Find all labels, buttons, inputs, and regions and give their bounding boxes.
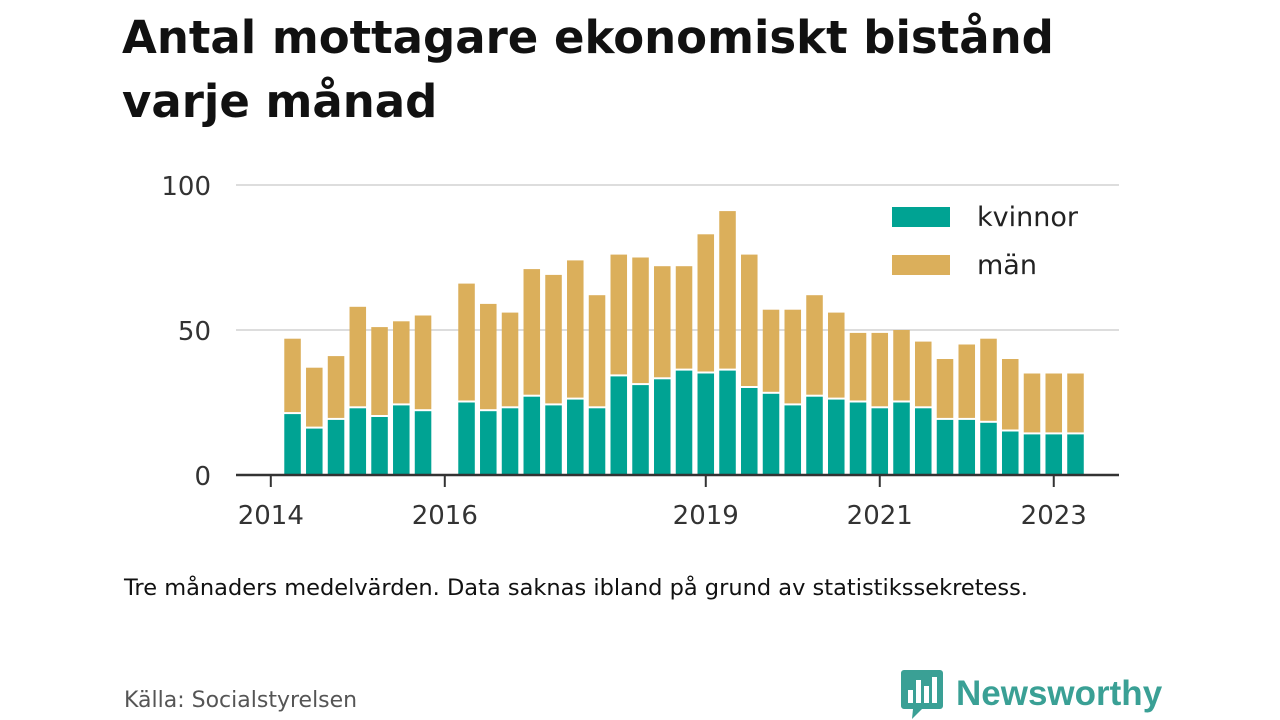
newsworthy-logo-icon (901, 670, 943, 719)
bar-kvinnor (306, 428, 323, 475)
bar-man (675, 266, 693, 369)
bar-kvinnor (501, 408, 519, 475)
bar-man (371, 327, 388, 415)
y-tick-label: 100 (161, 172, 211, 202)
bar-kvinnor (480, 411, 497, 475)
bar-man (719, 211, 736, 369)
bar-man (306, 367, 323, 427)
bar-kvinnor (675, 370, 693, 475)
x-tick-label: 2016 (412, 501, 478, 531)
bar-man (980, 338, 997, 421)
bar-kvinnor (1067, 434, 1084, 475)
bar-kvinnor (1001, 431, 1019, 475)
bar-man (349, 306, 367, 407)
y-tick-label: 0 (194, 462, 211, 492)
bar-man (523, 269, 541, 395)
bar-kvinnor (1045, 434, 1063, 475)
bar-kvinnor (327, 419, 345, 475)
x-tick-label: 2019 (673, 501, 739, 531)
bar-kvinnor (980, 422, 997, 475)
bar-man (697, 234, 715, 372)
bar-kvinnor (414, 411, 432, 475)
bar-man (806, 295, 823, 395)
bar-kvinnor (632, 385, 649, 475)
bar-kvinnor (871, 408, 889, 475)
bar-man (414, 315, 432, 410)
bar-kvinnor (893, 402, 910, 475)
legend-swatch (892, 255, 950, 275)
bar-kvinnor (567, 399, 584, 475)
legend-label: män (977, 250, 1037, 281)
bar-man (762, 309, 780, 392)
bar-man (458, 283, 475, 401)
bar-kvinnor (936, 419, 954, 475)
bar-man (567, 260, 584, 398)
bar-kvinnor (697, 373, 715, 475)
bar-man (1001, 359, 1019, 430)
x-tick-label: 2014 (238, 501, 304, 531)
bar-man (784, 309, 802, 404)
chart-caption: Tre månaders medelvärden. Data saknas ib… (124, 575, 1028, 601)
bar-kvinnor (588, 408, 606, 475)
bar-man (871, 332, 889, 407)
bar-man (480, 303, 497, 410)
bar-kvinnor (545, 405, 562, 475)
bar-kvinnor (393, 405, 410, 475)
bar-man (1045, 373, 1063, 433)
x-tick-label: 2021 (847, 501, 913, 531)
bar-man (284, 338, 301, 413)
bar-man (654, 266, 671, 378)
bar-kvinnor (349, 408, 367, 475)
bar-kvinnor (458, 402, 475, 475)
bar-man (632, 257, 649, 384)
bar-kvinnor (741, 388, 758, 475)
brand-name: Newsworthy (956, 674, 1163, 713)
bar-man (936, 359, 954, 418)
bar-man (610, 254, 628, 375)
brand-logo[interactable]: Newsworthy (900, 668, 1162, 720)
bar-man (849, 332, 867, 401)
bar-man (958, 344, 976, 418)
bar-kvinnor (371, 417, 388, 475)
legend-swatch (892, 207, 950, 227)
bar-kvinnor (523, 396, 541, 475)
bar-man (393, 321, 410, 404)
bar-kvinnor (849, 402, 867, 475)
legend-label: kvinnor (977, 202, 1079, 233)
bar-kvinnor (1023, 434, 1041, 475)
bar-kvinnor (784, 405, 802, 475)
bar-kvinnor (806, 396, 823, 475)
bar-man (893, 330, 910, 401)
source-note: Källa: Socialstyrelsen (124, 688, 358, 713)
bar-man (588, 295, 606, 407)
x-tick-label: 2023 (1021, 501, 1087, 531)
bar-man (545, 274, 562, 404)
bar-kvinnor (284, 414, 301, 475)
bar-man (1067, 373, 1084, 433)
bar-kvinnor (914, 408, 932, 475)
bar-kvinnor (828, 399, 845, 475)
bar-man (327, 356, 345, 418)
chart-title: Antal mottagare ekonomiskt bistånd varje… (122, 11, 1054, 128)
bar-kvinnor (654, 379, 671, 475)
bar-kvinnor (610, 376, 628, 475)
bar-man (501, 312, 519, 407)
bar-man (914, 341, 932, 407)
y-tick-label: 50 (178, 317, 211, 347)
bar-kvinnor (958, 419, 976, 475)
bar-kvinnor (719, 370, 736, 475)
bar-kvinnor (762, 393, 780, 475)
bar-man (1023, 373, 1041, 433)
bar-man (741, 254, 758, 386)
bar-man (828, 312, 845, 398)
